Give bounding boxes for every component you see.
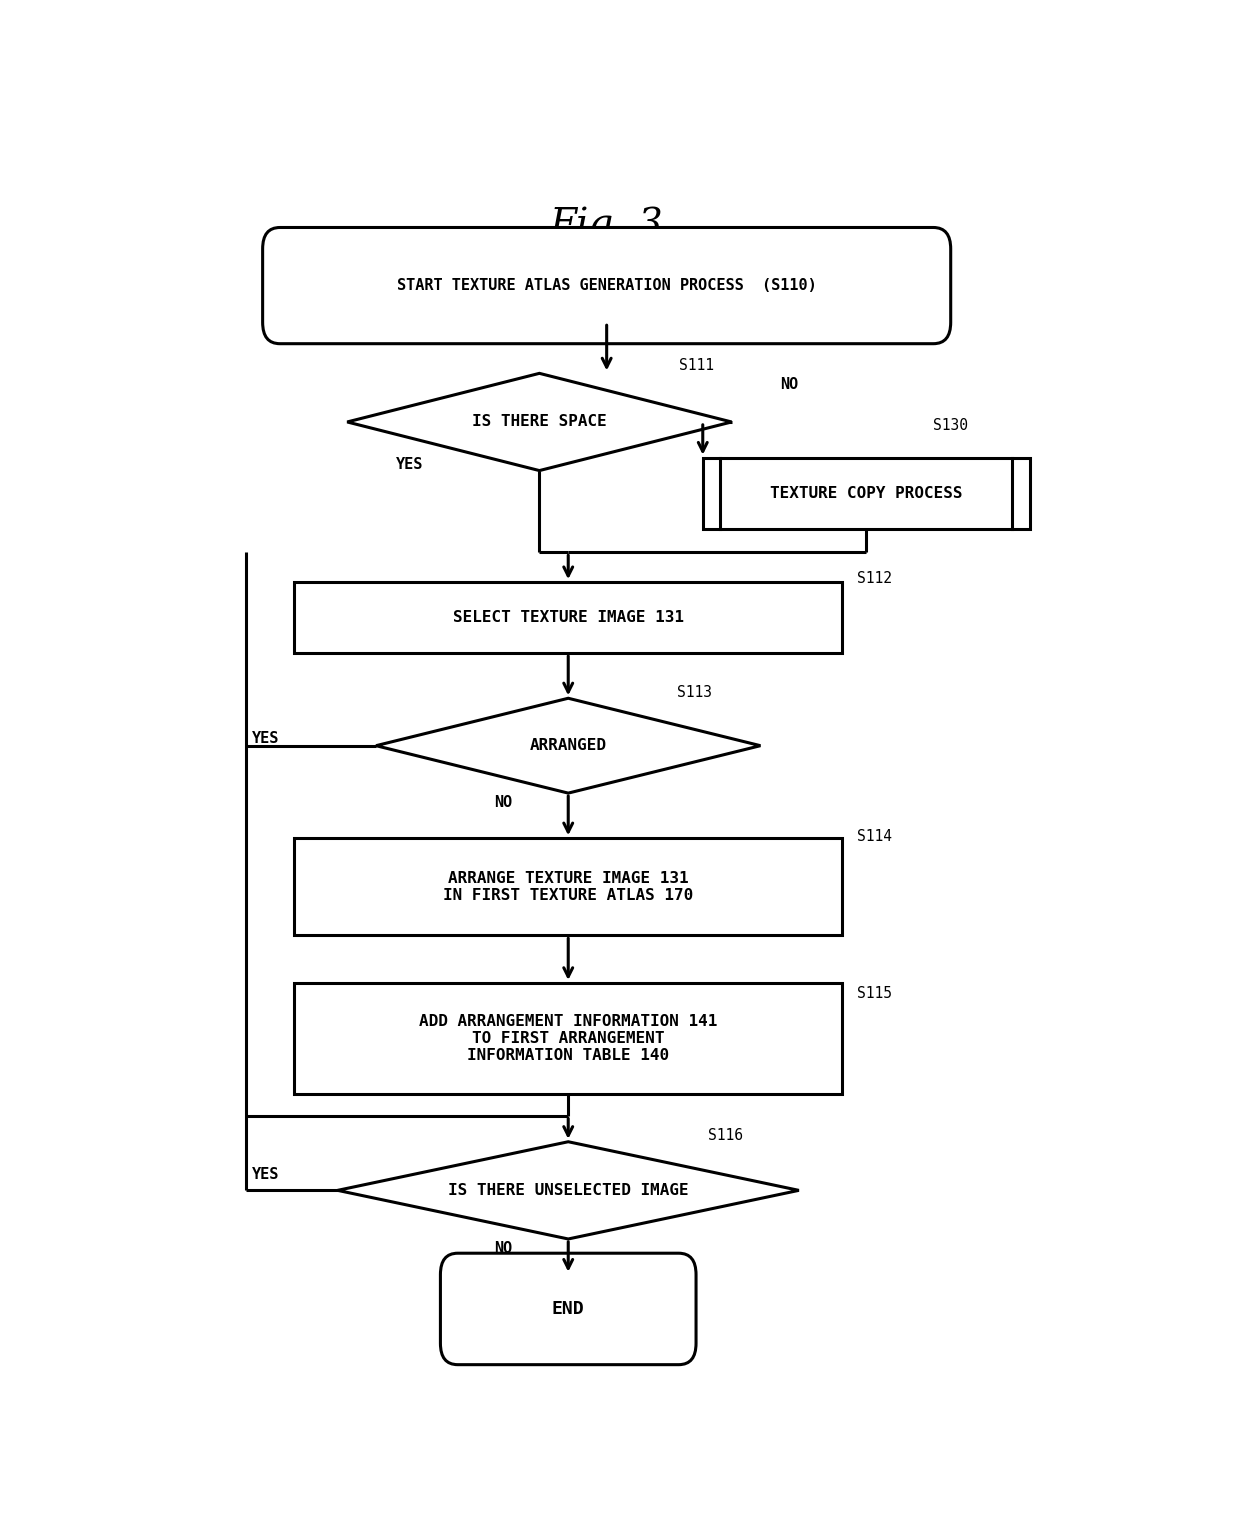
Text: ARRANGE TEXTURE IMAGE 131
IN FIRST TEXTURE ATLAS 170: ARRANGE TEXTURE IMAGE 131 IN FIRST TEXTU… [443,870,693,902]
FancyBboxPatch shape [440,1254,696,1364]
Text: S115: S115 [857,986,892,1001]
Bar [294,838,842,935]
Text: ADD ARRANGEMENT INFORMATION 141
TO FIRST ARRANGEMENT
INFORMATION TABLE 140: ADD ARRANGEMENT INFORMATION 141 TO FIRST… [419,1013,718,1064]
Text: IS THERE SPACE: IS THERE SPACE [472,414,606,430]
FancyBboxPatch shape [263,228,951,343]
Polygon shape [347,373,732,471]
Text: NO: NO [780,376,799,391]
Text: S130: S130 [934,417,968,433]
Text: NO: NO [494,1241,512,1257]
Text: S111: S111 [678,357,714,373]
Text: YES: YES [252,1167,279,1183]
Text: IS THERE UNSELECTED IMAGE: IS THERE UNSELECTED IMAGE [448,1183,688,1198]
Text: NO: NO [494,795,512,810]
Bar [294,983,842,1095]
Polygon shape [337,1141,799,1240]
Text: START TEXTURE ATLAS GENERATION PROCESS  (S110): START TEXTURE ATLAS GENERATION PROCESS (… [397,279,817,293]
Text: S114: S114 [857,830,892,844]
Text: S112: S112 [857,571,892,587]
Text: YES: YES [252,732,279,745]
Text: S116: S116 [708,1129,743,1143]
Text: YES: YES [396,457,423,473]
Polygon shape [376,698,760,793]
Text: ARRANGED: ARRANGED [529,738,606,753]
Bar [703,457,1029,528]
Text: TEXTURE COPY PROCESS: TEXTURE COPY PROCESS [770,485,962,501]
Bar [294,582,842,653]
Text: S113: S113 [677,685,712,699]
Text: END: END [552,1300,584,1318]
Text: SELECT TEXTURE IMAGE 131: SELECT TEXTURE IMAGE 131 [453,610,683,625]
Text: Fig. 3: Fig. 3 [549,208,663,245]
